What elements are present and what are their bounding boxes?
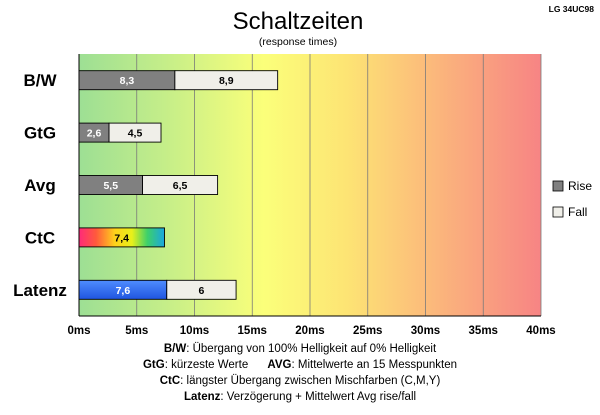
- bar-latenz-avg: [166, 279, 237, 300]
- bar-labels: 8,3 8,9 2,6 4,5 5,5 6,5 7,4 7,6 6: [87, 75, 234, 297]
- x-tick-label-15: 15ms: [238, 325, 267, 337]
- footer-line-ctc: CtC: längster Übergang zwischen Mischfar…: [0, 373, 600, 389]
- chart-subtitle: (response times): [259, 36, 337, 48]
- bar-latenz-delay-label: 7,6: [116, 285, 131, 297]
- footer-key-avg: AVG: [267, 359, 292, 371]
- bar-fall-bw: [174, 70, 279, 91]
- x-tick-label-25: 25ms: [353, 325, 382, 337]
- bar-fall-gtg-label: 4,5: [128, 128, 143, 140]
- x-tick-label-5: 5ms: [125, 325, 148, 337]
- footer-line-latenz: Latenz: Verzögerung + Mittelwert Avg ris…: [0, 389, 600, 405]
- legend-label-fall: Fall: [568, 205, 587, 219]
- bar-fall-avg: [142, 175, 219, 195]
- bar-rise-avg-label: 5,5: [103, 180, 118, 192]
- legend-swatch-fall: [552, 206, 564, 218]
- footer-key-latenz: Latenz: [183, 391, 221, 403]
- footer-text-gtg: : kürzeste Werte: [164, 359, 249, 371]
- bar-rise-gtg-label: 2,6: [87, 128, 102, 140]
- x-tick-label-30: 30ms: [411, 325, 440, 337]
- x-tick-label-35: 35ms: [469, 325, 498, 337]
- bar-ctc: [78, 227, 165, 248]
- footer-line-gtg-avg: GtG: kürzeste Werte AVG: Mittelwerte an …: [0, 357, 600, 373]
- category-label-bw: B/W: [23, 71, 57, 90]
- footer-text-latenz: : Verzögerung + Mittelwert Avg rise/fall: [220, 391, 417, 403]
- category-label-gtg: GtG: [24, 124, 56, 143]
- bars: [78, 70, 279, 300]
- x-tick-label-20: 20ms: [295, 325, 324, 337]
- category-label-avg: Avg: [24, 176, 56, 195]
- x-tick-label-40: 40ms: [526, 325, 555, 337]
- footer-key-ctc: CtC: [159, 375, 181, 387]
- bar-fall-bw-label: 8,9: [219, 75, 234, 87]
- footer-text-ctc: : längster Übergang zwischen Mischfarben…: [180, 375, 441, 387]
- category-label-latenz: Latenz: [13, 281, 67, 300]
- x-tick-label-0: 0ms: [67, 325, 90, 337]
- model-label: LG 34UC98: [549, 4, 595, 14]
- category-labels: B/W GtG Avg CtC Latenz: [13, 71, 67, 300]
- legend-swatch-rise: [552, 180, 564, 192]
- bar-fall-gtg: [108, 122, 162, 143]
- x-tick-labels: 0ms 5ms 10ms 15ms 20ms 25ms 30ms 35ms 40ms: [67, 325, 555, 337]
- footer-text-avg: : Mittelwerte an 15 Messpunkten: [291, 359, 458, 371]
- x-tick-label-10: 10ms: [180, 325, 209, 337]
- footer-key-bw: B/W: [163, 343, 187, 355]
- bar-rise-bw-label: 8,3: [120, 75, 135, 87]
- legend-label-rise: Rise: [568, 179, 592, 193]
- footer-line-bw: B/W: Übergang von 100% Helligkeit auf 0%…: [0, 341, 600, 357]
- category-label-ctc: CtC: [25, 228, 55, 247]
- bar-latenz-avg-label: 6: [199, 285, 205, 297]
- bar-fall-avg-label: 6,5: [173, 180, 188, 192]
- legend: Rise Fall: [552, 179, 592, 219]
- footer-notes: B/W: Übergang von 100% Helligkeit auf 0%…: [0, 341, 600, 405]
- footer-key-gtg: GtG: [142, 359, 165, 371]
- footer-text-bw: : Übergang von 100% Helligkeit auf 0% He…: [186, 343, 437, 355]
- bar-ctc-label: 7,4: [114, 232, 129, 244]
- chart-title: Schaltzeiten: [233, 8, 364, 35]
